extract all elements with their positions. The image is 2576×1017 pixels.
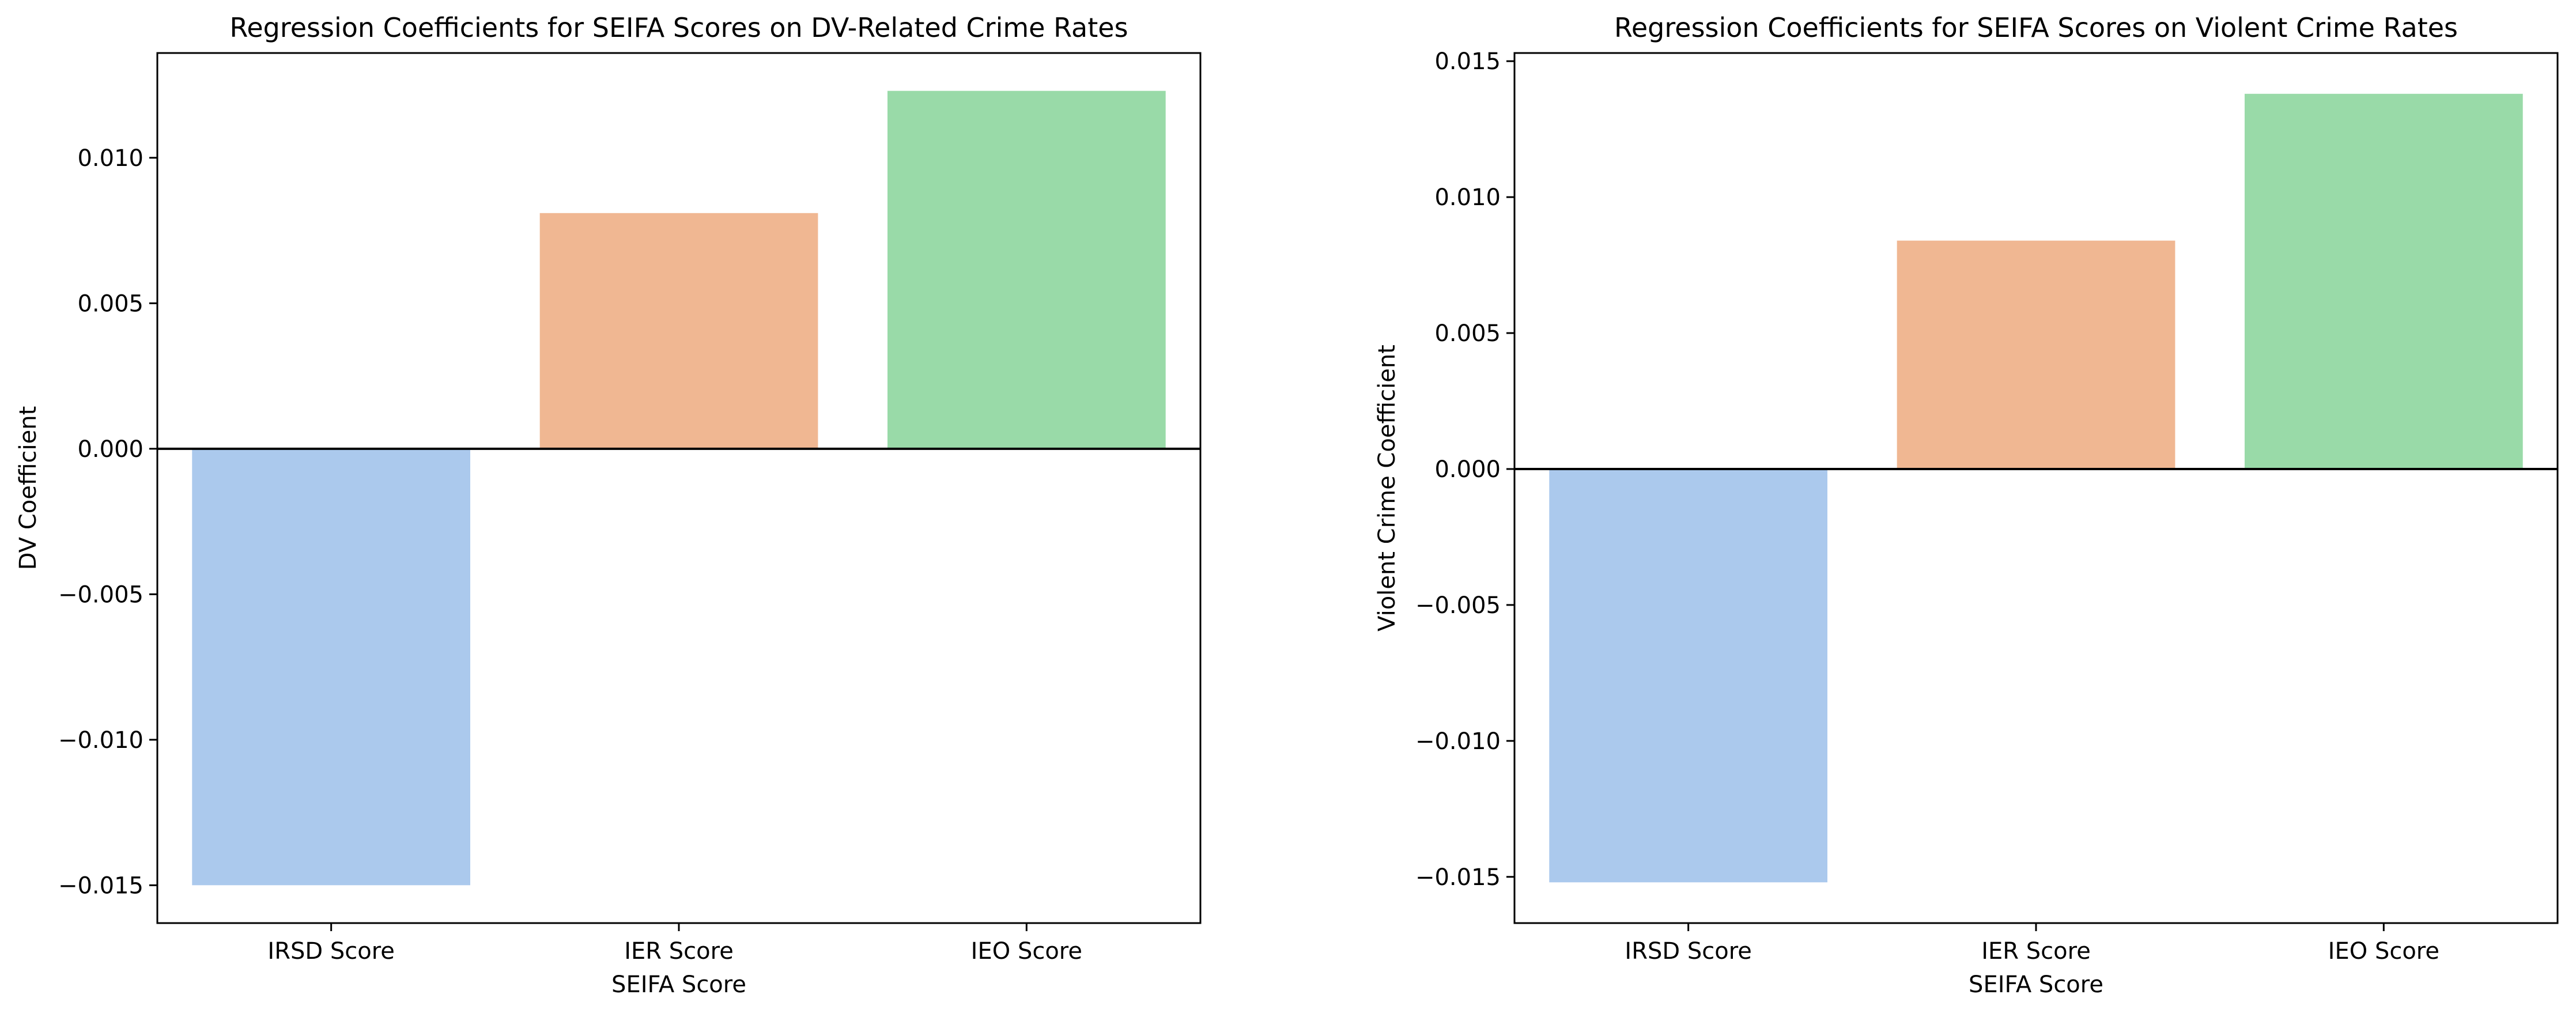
bar-ier-score (1897, 240, 2175, 469)
x-tick-label: IRSD Score (267, 938, 395, 965)
bar-ieo-score (2245, 93, 2523, 470)
x-axis-label: SEIFA Score (611, 971, 746, 998)
y-tick-label: 0.010 (77, 145, 143, 172)
y-tick-label: 0.015 (1434, 48, 1501, 75)
y-tick-label: 0.000 (1434, 456, 1501, 483)
chart-panel-1: −0.015 −0.010 −0.005 0.000 0.005 0.010 IRSD Sc… (15, 12, 1202, 998)
y-tick-label: 0.005 (1434, 320, 1501, 347)
x-axis-label: SEIFA Score (1969, 971, 2103, 998)
x-tick-label: IEO Score (2328, 938, 2439, 965)
bar-ieo-score (887, 90, 1166, 449)
y-tick-label: −0.010 (1415, 728, 1501, 755)
x-tick-label: IRSD Score (1625, 938, 1752, 965)
bar-irsd-score (1549, 469, 1827, 883)
y-tick-label: −0.015 (1415, 864, 1501, 891)
bar-irsd-score (192, 448, 470, 886)
bar-ier-score (539, 213, 818, 449)
y-tick-label: 0.000 (77, 436, 143, 463)
y-tick-label: −0.005 (58, 581, 143, 608)
x-tick-label: IER Score (1981, 938, 2091, 965)
y-tick-label: −0.010 (58, 727, 143, 754)
chart-panel-2: −0.015 −0.010 −0.005 0.000 0.005 0.010 0.015 IR… (1374, 12, 2559, 998)
y-tick-label: 0.005 (77, 290, 143, 317)
y-axis-label: Violent Crime Coefficient (1374, 345, 1400, 632)
y-tick-label: −0.005 (1415, 592, 1501, 619)
y-tick-label: −0.015 (58, 872, 143, 899)
x-tick-label: IER Score (624, 938, 734, 965)
chart-title: Regression Coefficients for SEIFA Scores… (1614, 12, 2458, 43)
y-axis-label: DV Coefficient (15, 406, 41, 570)
chart-title: Regression Coefficients for SEIFA Scores… (229, 12, 1128, 43)
y-tick-label: 0.010 (1434, 184, 1501, 211)
x-tick-label: IEO Score (971, 938, 1082, 965)
